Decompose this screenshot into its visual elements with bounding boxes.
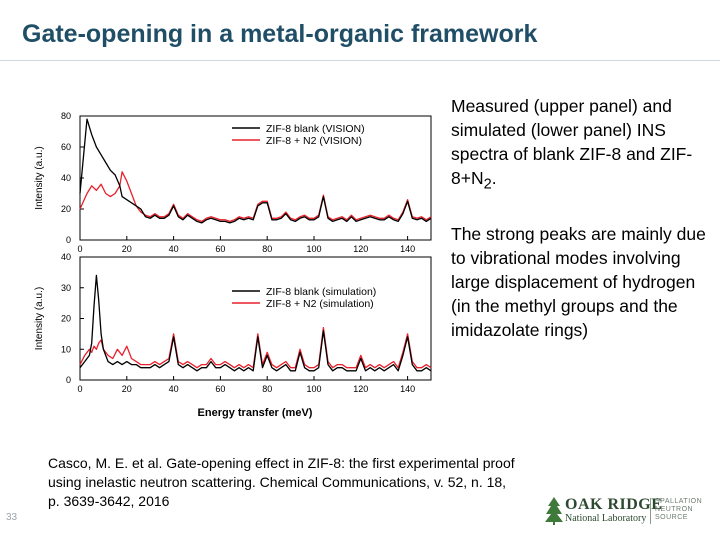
upper-plot-frame [79, 115, 432, 241]
x-tick-label: 140 [400, 244, 415, 254]
x-tick-label: 60 [215, 384, 225, 394]
series-line-1 [79, 327, 432, 369]
legend-label: ZIF-8 + N2 (VISION) [266, 135, 362, 147]
series-line-0 [79, 274, 432, 372]
x-tick-label: 20 [122, 384, 132, 394]
logo-text-oak-ridge: OAK RIDGE [565, 496, 663, 513]
tree-icon [545, 497, 563, 525]
ornl-logo: OAK RIDGE National Laboratory SPALLATION… [545, 495, 705, 529]
y-tick-label: 0 [66, 375, 71, 385]
logo-sns-line-1: SPALLATION [655, 498, 703, 505]
legend-label: ZIF-8 blank (VISION) [266, 123, 365, 135]
x-tick-label: 40 [169, 384, 179, 394]
y-tick-label: 60 [61, 142, 71, 152]
x-tick-label: 80 [262, 384, 272, 394]
x-tick-label: 40 [169, 244, 179, 254]
x-tick-label: 120 [353, 244, 368, 254]
description-paragraph-1: Measured (upper panel) and simulated (lo… [451, 94, 713, 197]
x-axis-label: Energy transfer (meV) [198, 407, 313, 419]
lower-plot-frame [79, 256, 432, 381]
series-line-0 [79, 118, 432, 224]
x-tick-label: 0 [77, 244, 82, 254]
citation: Casco, M. E. et al. Gate-opening effect … [48, 455, 515, 509]
x-tick-label: 120 [353, 384, 368, 394]
slide-title: Gate-opening in a metal-organic framewor… [22, 20, 538, 48]
legend-label: ZIF-8 + N2 (simulation) [266, 298, 374, 310]
y-tick-label: 10 [61, 344, 71, 354]
logo-sns-line-3: SOURCE [655, 514, 688, 521]
y-tick-label: 0 [66, 235, 71, 245]
slide-number: 33 [6, 512, 18, 523]
description-period: . [491, 168, 497, 188]
upper-panel: 0 20 40 60 80 100 120 140 0 20 40 60 80 ZIF-8 blank … [34, 111, 432, 254]
y-tick-label: 20 [61, 204, 71, 214]
legend-label: ZIF-8 blank (simulation) [266, 286, 376, 298]
x-tick-label: 20 [122, 244, 132, 254]
logo-separator [650, 498, 651, 524]
description-paragraph-2: The strong peaks are mainly due to vibra… [451, 223, 706, 340]
x-tick-label: 80 [262, 244, 272, 254]
x-tick-label: 100 [306, 384, 321, 394]
upper-y-axis-label: Intensity (a.u.) [34, 146, 45, 209]
logo-text-national-laboratory: National Laboratory [565, 513, 647, 524]
description-subscript: 2 [483, 176, 492, 193]
y-tick-label: 20 [61, 314, 71, 324]
x-tick-label: 140 [400, 384, 415, 394]
x-tick-label: 0 [77, 384, 82, 394]
lower-legend: ZIF-8 blank (simulation)ZIF-8 + N2 (simu… [232, 286, 376, 310]
x-tick-label: 60 [215, 244, 225, 254]
upper-legend: ZIF-8 blank (VISION)ZIF-8 + N2 (VISION) [232, 123, 365, 147]
y-tick-label: 40 [61, 173, 71, 183]
logo-sns-line-2: NEUTRON [655, 506, 694, 513]
description-text-1: Measured (upper panel) and simulated (lo… [451, 96, 693, 188]
lower-y-axis-label: Intensity (a.u.) [34, 287, 45, 350]
y-tick-label: 80 [61, 111, 71, 121]
x-tick-label: 100 [306, 244, 321, 254]
lower-panel: 0 20 40 60 80 100 120 140 0 10 20 30 40 ZIF-8 blank … [34, 252, 432, 419]
description: Measured (upper panel) and simulated (lo… [451, 94, 713, 367]
y-tick-label: 40 [61, 252, 71, 262]
title-divider [0, 60, 720, 61]
y-tick-label: 30 [61, 283, 71, 293]
logo-sns: SPALLATION NEUTRON SOURCE [655, 498, 702, 522]
